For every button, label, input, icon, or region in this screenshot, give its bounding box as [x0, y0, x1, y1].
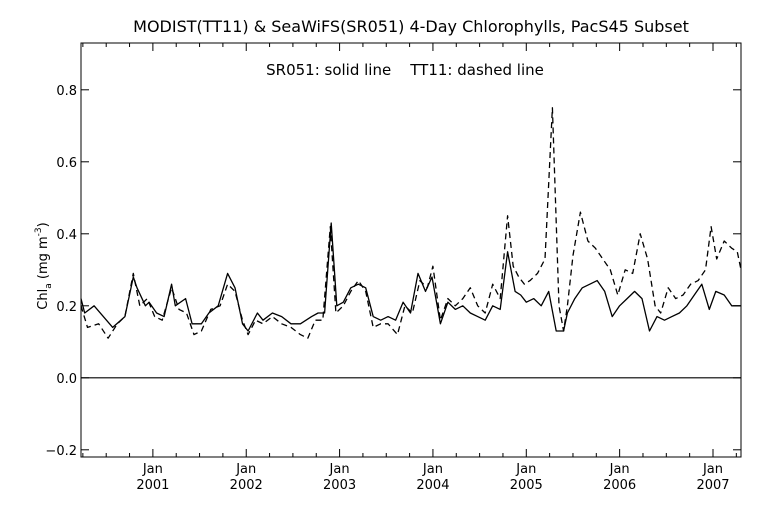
y-tick-label: 0.2 [56, 300, 77, 315]
x-tick-month-label: Jan [142, 462, 163, 477]
y-axis-label-sub: a [44, 283, 54, 289]
series-line-tt11 [80, 107, 742, 339]
x-tick-year-label: 2002 [230, 478, 263, 493]
y-axis-label-units: (mg m [36, 236, 51, 283]
y-tick-label: 0.6 [56, 156, 77, 171]
x-tick-month-label: Jan [235, 462, 256, 477]
x-tick-year-label: 2007 [696, 478, 729, 493]
x-tick-month-label: Jan [329, 462, 350, 477]
series-layer [80, 107, 742, 339]
y-axis-label: Chla (mg m-3) [34, 222, 54, 309]
y-axis-label-close: ) [36, 222, 51, 227]
x-tick-month-label: Jan [515, 462, 536, 477]
x-tick-year-label: 2004 [416, 478, 449, 493]
x-tick-month-label: Jan [609, 462, 630, 477]
chart-title: MODIST(TT11) & SeaWiFS(SR051) 4-Day Chlo… [133, 17, 689, 36]
x-tick-year-label: 2006 [603, 478, 636, 493]
series-line-sr051 [80, 222, 741, 332]
legend-text: SR051: solid line TT11: dashed line [266, 61, 544, 79]
y-tick-label: 0.0 [56, 372, 77, 387]
x-tick-year-label: 2003 [323, 478, 356, 493]
x-tick-year-label: 2005 [510, 478, 543, 493]
x-tick-month-label: Jan [702, 462, 723, 477]
y-axis-label-sup: -3 [34, 227, 44, 236]
axes-layer: −0.20.00.20.40.60.8Jan2001Jan2002Jan2003… [45, 43, 741, 493]
y-axis-label-main: Chl [36, 289, 51, 310]
x-tick-month-label: Jan [422, 462, 443, 477]
y-tick-label: 0.4 [56, 228, 77, 243]
plot-frame [80, 42, 742, 458]
y-tick-label: −0.2 [45, 444, 77, 459]
y-tick-label: 0.8 [56, 84, 77, 99]
x-tick-year-label: 2001 [136, 478, 169, 493]
